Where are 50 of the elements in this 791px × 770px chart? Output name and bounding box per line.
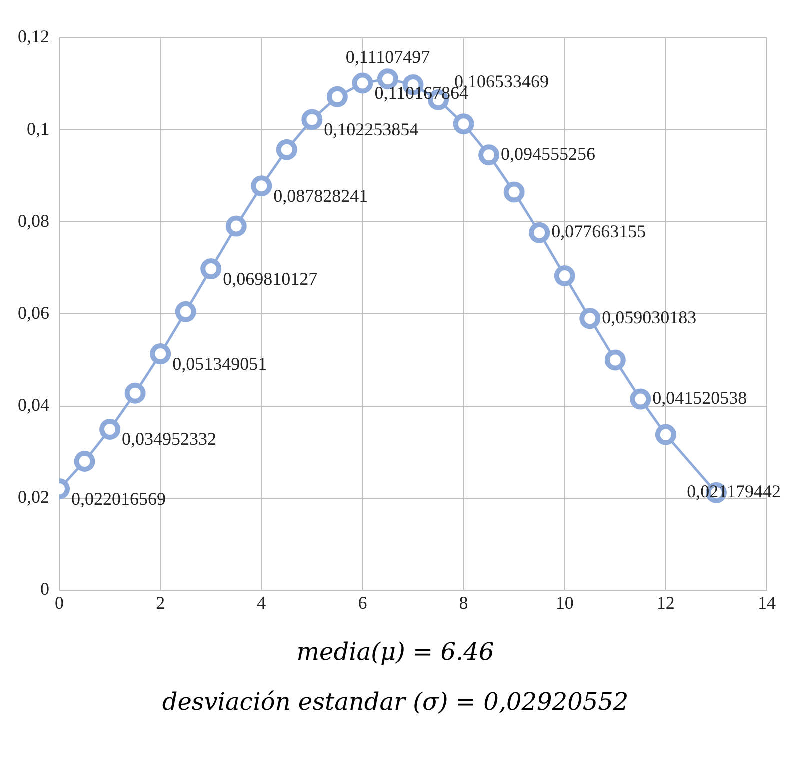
x-tick-label: 0 xyxy=(55,592,64,613)
point xyxy=(150,344,172,365)
point xyxy=(529,222,550,244)
point xyxy=(604,350,626,371)
text: desviación estandar (σ) = 0,02920552 xyxy=(161,688,630,716)
point xyxy=(100,419,121,440)
point xyxy=(554,265,576,286)
data-label: 0,041520538 xyxy=(652,388,748,408)
point xyxy=(302,109,323,130)
point xyxy=(453,114,474,135)
data-label: 0,051349051 xyxy=(172,354,268,374)
y-tick-label: 0,12 xyxy=(18,26,50,47)
data-label: 0,059030183 xyxy=(602,307,697,328)
data-label: 0,094555256 xyxy=(501,144,596,164)
point xyxy=(352,72,374,94)
point xyxy=(504,182,525,203)
point xyxy=(326,86,348,108)
y-tick-label: 0,06 xyxy=(18,302,50,323)
point xyxy=(478,144,500,166)
data-label: 0,069810127 xyxy=(223,268,318,289)
point xyxy=(74,451,96,472)
point xyxy=(124,382,146,404)
x-tick-label: 12 xyxy=(656,592,675,613)
data-label: 0,021179442 xyxy=(687,482,782,502)
point xyxy=(655,424,676,446)
point xyxy=(276,139,298,160)
x-tick-label: 6 xyxy=(358,592,368,613)
x-tick-label: 8 xyxy=(459,592,468,613)
data-label: 0,11107497 xyxy=(346,46,430,67)
x-tick-label: 4 xyxy=(257,592,266,613)
point xyxy=(200,258,222,280)
y-tick-label: 0,04 xyxy=(18,395,50,415)
data-label: 0,022016569 xyxy=(72,488,166,509)
text: media(μ) = 6.46 xyxy=(296,638,496,666)
point xyxy=(630,388,652,410)
point xyxy=(175,301,196,322)
point xyxy=(226,216,247,237)
data-label: 0,102253854 xyxy=(324,119,419,140)
x-tick-label: 14 xyxy=(758,592,776,613)
y-tick-label: 0 xyxy=(40,579,50,600)
y-tick-label: 0,1 xyxy=(27,118,50,139)
point xyxy=(251,176,272,197)
y-tick-label: 0,02 xyxy=(18,487,50,508)
x-tick-label: 2 xyxy=(156,592,166,613)
data-label: 0,087828241 xyxy=(274,186,368,206)
x-tick-label: 10 xyxy=(556,592,574,613)
point xyxy=(580,308,601,330)
data-label: 0,034952332 xyxy=(122,429,217,450)
y-tick-label: 0,08 xyxy=(18,210,50,231)
data-label: 0,077663155 xyxy=(552,222,646,242)
